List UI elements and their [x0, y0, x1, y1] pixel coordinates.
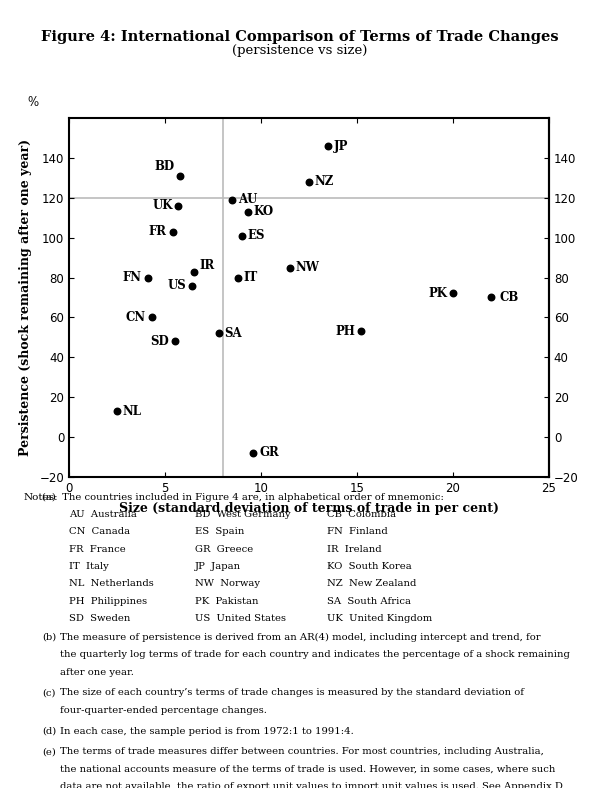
Y-axis label: Persistence (shock remaining after one year): Persistence (shock remaining after one y… [19, 139, 32, 456]
Text: (persistence vs size): (persistence vs size) [232, 44, 368, 57]
Text: FN  Finland: FN Finland [327, 527, 388, 536]
Text: (b): (b) [42, 633, 56, 642]
Text: (e): (e) [42, 747, 56, 756]
Point [227, 194, 237, 206]
Text: NW  Norway: NW Norway [195, 579, 260, 588]
Point [189, 266, 199, 278]
Text: FN: FN [123, 271, 142, 284]
Text: US  United States: US United States [195, 614, 286, 623]
Text: PH: PH [335, 325, 355, 338]
Point [176, 169, 185, 182]
Text: %: % [28, 96, 38, 110]
Text: PK: PK [428, 287, 447, 300]
Text: JP: JP [334, 139, 349, 153]
Point [487, 292, 496, 304]
Point [147, 311, 157, 324]
Text: UK  United Kingdom: UK United Kingdom [327, 614, 432, 623]
Text: PH  Philippines: PH Philippines [69, 597, 147, 605]
Text: after one year.: after one year. [60, 667, 134, 677]
Text: UK: UK [152, 199, 173, 212]
Point [214, 327, 224, 340]
Text: GR: GR [259, 446, 279, 459]
Text: data are not available, the ratio of export unit values to import unit values is: data are not available, the ratio of exp… [60, 782, 563, 788]
Text: SD  Sweden: SD Sweden [69, 614, 130, 623]
Text: NZ  New Zealand: NZ New Zealand [327, 579, 416, 588]
Text: JP  Japan: JP Japan [195, 562, 241, 571]
Point [170, 335, 179, 348]
Point [304, 176, 314, 188]
Text: SD: SD [150, 335, 169, 348]
Text: IT: IT [244, 271, 258, 284]
Text: FR: FR [149, 225, 167, 238]
Text: PK  Pakistan: PK Pakistan [195, 597, 259, 605]
Text: NW: NW [296, 261, 320, 274]
Text: Notes:: Notes: [24, 492, 59, 501]
Text: GR  Greece: GR Greece [195, 545, 253, 553]
Text: IR: IR [200, 259, 215, 272]
Text: Figure 4: International Comparison of Terms of Trade Changes: Figure 4: International Comparison of Te… [41, 30, 559, 44]
Text: (a)  The countries included in Figure 4 are, in alphabetical order of mnemonic:: (a) The countries included in Figure 4 a… [42, 492, 444, 502]
Text: (d): (d) [42, 727, 56, 735]
Point [233, 271, 243, 284]
Text: NL: NL [123, 404, 142, 418]
Text: NZ: NZ [315, 176, 334, 188]
Text: AU  Australia: AU Australia [69, 510, 137, 519]
Text: IT  Italy: IT Italy [69, 562, 109, 571]
Point [237, 229, 247, 242]
Point [243, 206, 253, 218]
Text: CN  Canada: CN Canada [69, 527, 130, 536]
Text: (c): (c) [42, 689, 56, 697]
Text: KO  South Korea: KO South Korea [327, 562, 412, 571]
Point [187, 279, 197, 292]
Text: ES  Spain: ES Spain [195, 527, 244, 536]
Text: The size of each country’s terms of trade changes is measured by the standard de: The size of each country’s terms of trad… [60, 689, 524, 697]
Text: four-quarter-ended percentage changes.: four-quarter-ended percentage changes. [60, 706, 267, 715]
Text: SA: SA [224, 327, 242, 340]
Text: the national accounts measure of the terms of trade is used. However, in some ca: the national accounts measure of the ter… [60, 764, 556, 774]
Point [285, 262, 295, 274]
Text: CN: CN [125, 311, 146, 324]
Text: KO: KO [253, 206, 274, 218]
Point [248, 447, 258, 459]
Text: BD  West Germany: BD West Germany [195, 510, 290, 519]
Text: The terms of trade measures differ between countries. For most countries, includ: The terms of trade measures differ betwe… [60, 747, 544, 756]
Point [112, 405, 122, 418]
Text: CB  Colombia: CB Colombia [327, 510, 396, 519]
X-axis label: Size (standard deviation of terms of trade in per cent): Size (standard deviation of terms of tra… [119, 501, 499, 515]
Text: The measure of persistence is derived from an AR(4) model, including intercept a: The measure of persistence is derived fr… [60, 633, 541, 642]
Text: BD: BD [154, 159, 175, 173]
Text: ES: ES [248, 229, 265, 242]
Text: US: US [167, 279, 186, 292]
Text: FR  France: FR France [69, 545, 126, 553]
Point [143, 271, 152, 284]
Point [173, 199, 183, 212]
Text: IR  Ireland: IR Ireland [327, 545, 382, 553]
Point [356, 325, 365, 337]
Text: In each case, the sample period is from 1972:1 to 1991:4.: In each case, the sample period is from … [60, 727, 354, 735]
Text: AU: AU [238, 193, 257, 206]
Text: NL  Netherlands: NL Netherlands [69, 579, 154, 588]
Point [168, 225, 178, 238]
Text: the quarterly log terms of trade for each country and indicates the percentage o: the quarterly log terms of trade for eac… [60, 650, 570, 660]
Text: SA  South Africa: SA South Africa [327, 597, 411, 605]
Text: CB: CB [499, 291, 518, 304]
Point [448, 287, 458, 299]
Point [323, 139, 333, 152]
